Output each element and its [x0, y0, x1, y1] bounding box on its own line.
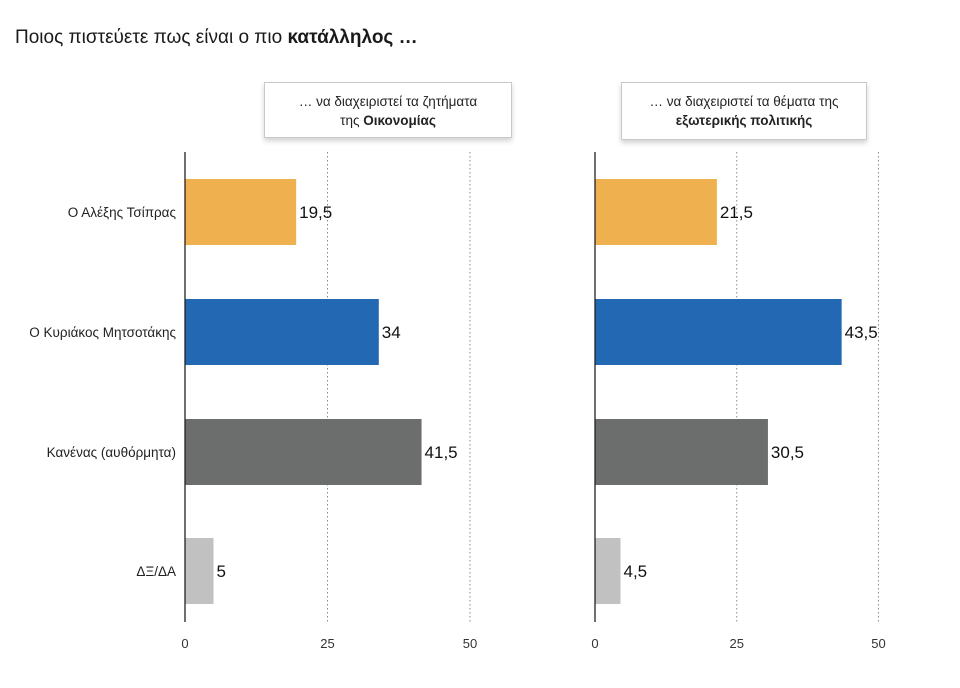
bar-value-label: 34	[382, 323, 401, 342]
bar-value-label: 30,5	[771, 443, 804, 462]
bar-value-label: 41,5	[425, 443, 458, 462]
bar	[595, 179, 717, 245]
bar-value-label: 21,5	[720, 203, 753, 222]
category-label: Κανένας (αυθόρμητα)	[47, 445, 176, 460]
x-tick-label: 50	[871, 636, 885, 651]
panel-title-line1: … να διαχειριστεί τα θέματα της	[649, 94, 839, 109]
panel-title-line1: … να διαχειριστεί τα ζητήματα	[298, 94, 478, 109]
panel-title-line2-bold: Οικονομίας	[363, 113, 436, 128]
category-label: ΔΞ/ΔΑ	[136, 564, 176, 579]
bar	[595, 538, 621, 604]
panel-title-line2-prefix: της	[340, 113, 364, 128]
bar-value-label: 4,5	[624, 562, 648, 581]
category-label: Ο Αλέξης Τσίπρας	[68, 205, 177, 220]
category-label: Ο Κυριάκος Μητσοτάκης	[29, 325, 176, 340]
bar	[185, 538, 214, 604]
x-tick-label: 0	[181, 636, 188, 651]
title-bold: κατάλληλος …	[287, 27, 418, 48]
panel-title-economy: … να διαχειριστεί τα ζητήματα της Οικονο…	[264, 82, 512, 138]
bar-value-label: 43,5	[845, 323, 878, 342]
panel-title-line2-bold: εξωτερικής πολιτικής	[675, 113, 813, 128]
x-tick-label: 0	[591, 636, 598, 651]
panel-title-foreign-policy: … να διαχειριστεί τα θέματα της εξωτερικ…	[621, 82, 867, 140]
page-title: Ποιος πιστεύετε πως είναι ο πιο κατάλληλ…	[15, 27, 418, 49]
bar-value-label: 19,5	[299, 203, 332, 222]
x-tick-label: 25	[730, 636, 744, 651]
bar	[595, 419, 768, 485]
bar	[185, 179, 297, 245]
x-tick-label: 50	[463, 636, 477, 651]
bar	[595, 299, 842, 365]
title-prefix: Ποιος πιστεύετε πως είναι ο πιο	[15, 27, 288, 48]
bar	[185, 299, 379, 365]
x-tick-label: 25	[320, 636, 334, 651]
bar-value-label: 5	[217, 562, 226, 581]
bar	[185, 419, 422, 485]
